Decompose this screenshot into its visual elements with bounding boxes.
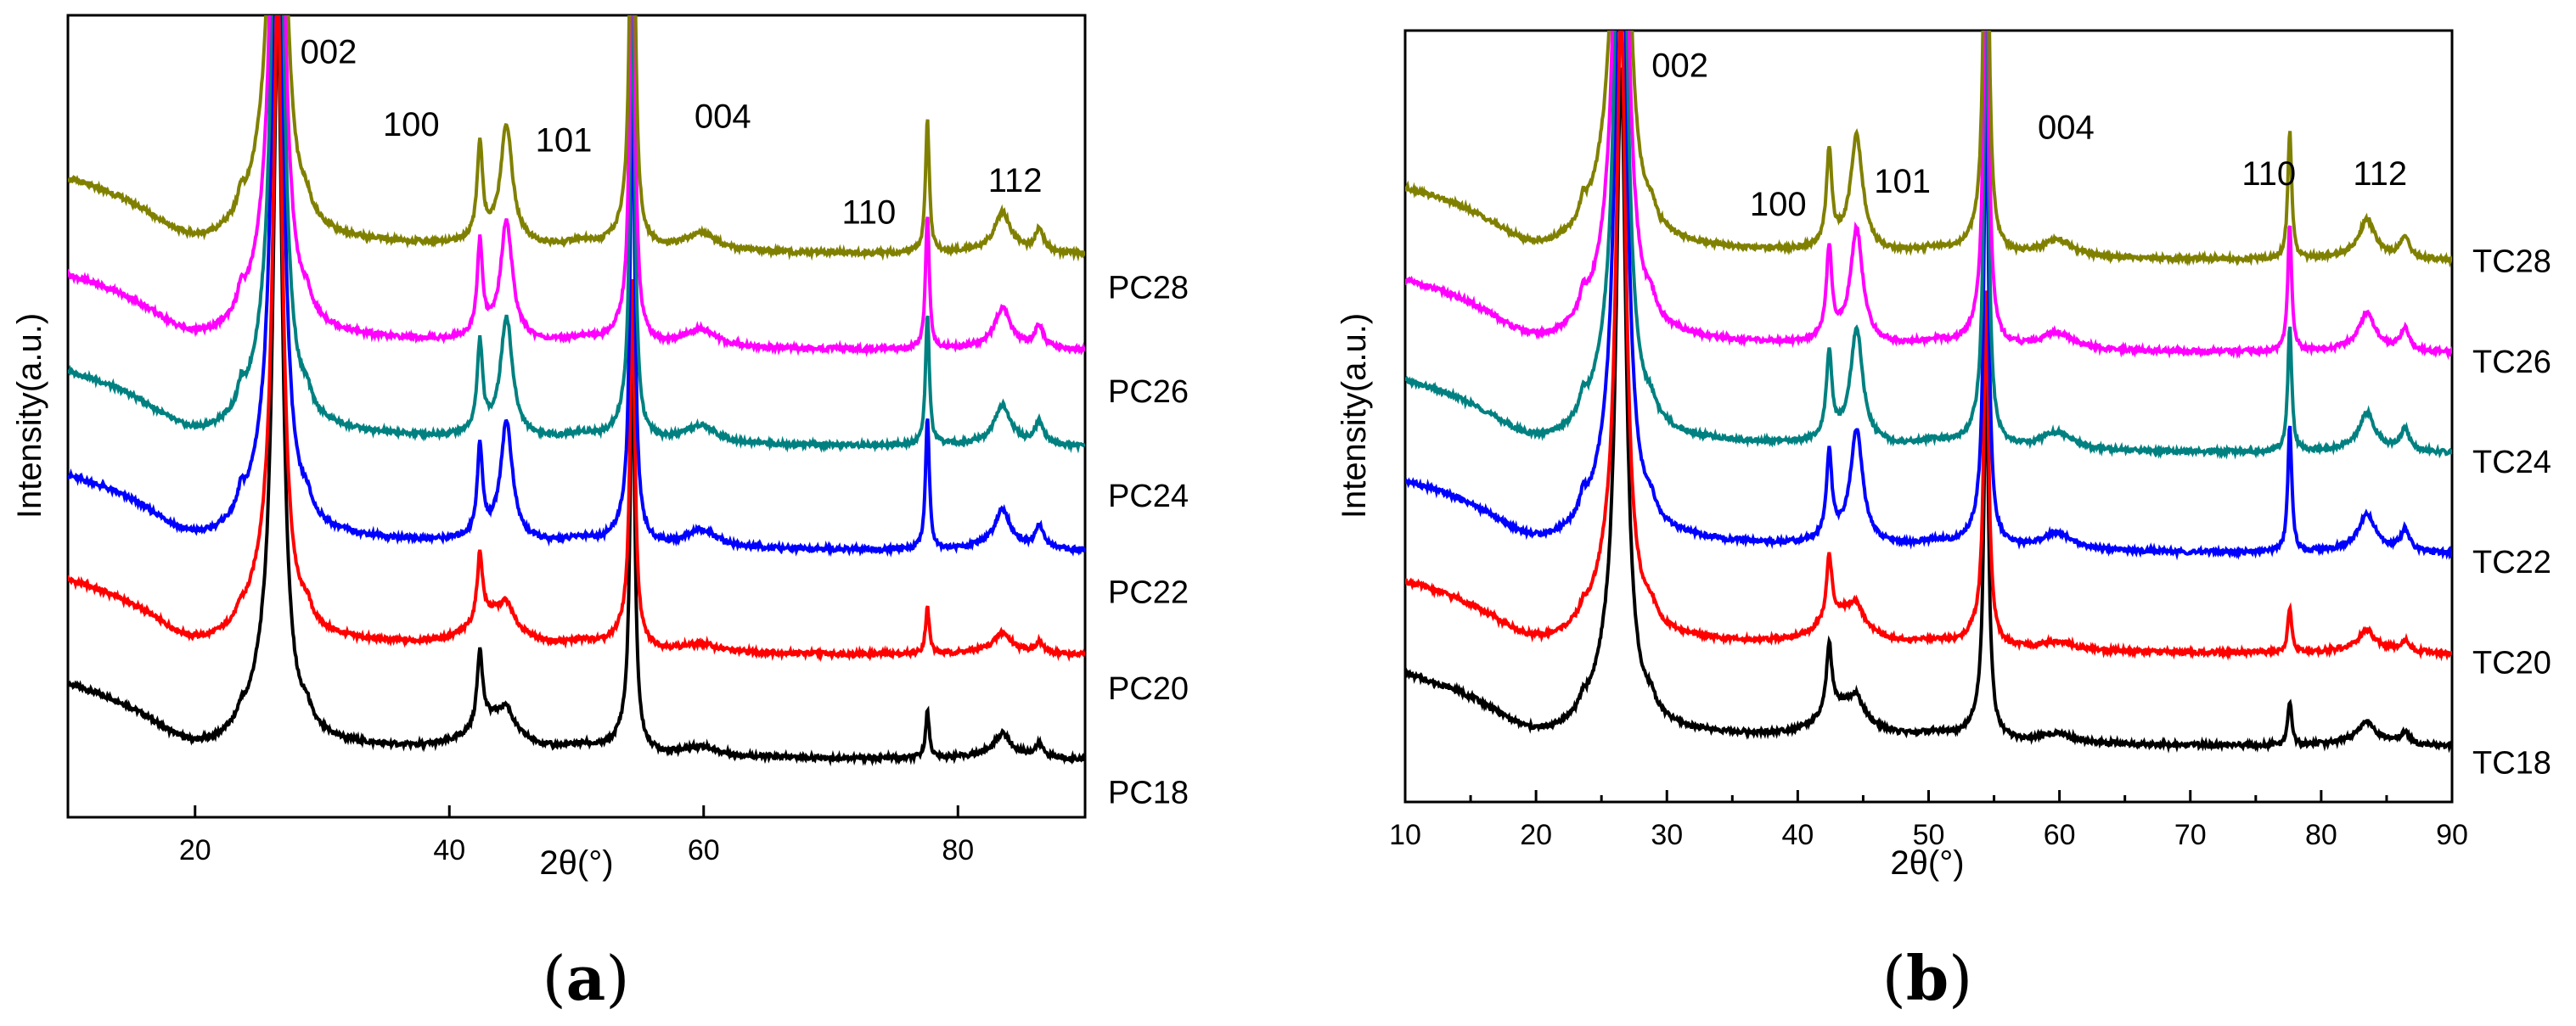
- series-label-pc18: PC18: [1108, 776, 1189, 811]
- peak-label-112: 112: [988, 162, 1043, 199]
- x-ticks-b: 10 20 30 40 50 60 70 80 90: [1389, 790, 2468, 851]
- series-line-tc18: [1405, 67, 2452, 754]
- chart-panel-b: 10 20 30 40 50 60 70 80 90 002 100 101 004 110 112 TC…: [1336, 29, 2551, 1014]
- caption-a-close: ): [605, 943, 629, 1014]
- series-line-tc24: [1405, 31, 2452, 460]
- caption-a: (a): [543, 942, 630, 1014]
- caption-b-open: (: [1882, 943, 1906, 1014]
- x-tick-label-80: 80: [942, 834, 974, 866]
- peak-label-002: 002: [1651, 48, 1708, 85]
- series-label-tc26: TC26: [2472, 345, 2551, 380]
- peak-label-110: 110: [842, 194, 897, 232]
- caption-a-open: (: [543, 943, 566, 1014]
- series-line-tc22: [1405, 31, 2452, 561]
- x-tick-label-20: 20: [1520, 819, 1552, 851]
- series-label-pc26: PC26: [1108, 374, 1189, 410]
- series-label-pc24: PC24: [1108, 479, 1189, 514]
- series-label-tc22: TC22: [2472, 545, 2551, 580]
- peak-label-002: 002: [301, 34, 357, 71]
- series-line-pc28: [68, 15, 1085, 262]
- plot-frame-a: [66, 14, 1087, 819]
- x-tick-label-50: 50: [1913, 819, 1945, 851]
- x-axis-label-b: 2θ(°): [1890, 844, 1964, 882]
- series-group-a: [68, 15, 1085, 767]
- series-line-pc20: [68, 15, 1085, 663]
- series-label-tc18: TC18: [2472, 746, 2551, 782]
- x-tick-label-80: 80: [2305, 819, 2337, 851]
- series-label-tc24: TC24: [2472, 445, 2551, 480]
- series-labels-a: PC18 PC20 PC22 PC24 PC26 PC28: [1108, 270, 1189, 810]
- x-tick-label-70: 70: [2174, 819, 2207, 851]
- chart-panel-a: 20 40 60 80 002 100 101 004 110 112 PC18 PC20 PC22…: [11, 14, 1189, 1014]
- x-tick-label-30: 30: [1651, 819, 1683, 851]
- peak-labels-a: 002 100 101 004 110 112: [301, 34, 1043, 232]
- series-label-pc28: PC28: [1108, 270, 1189, 306]
- x-tick-label-10: 10: [1389, 819, 1421, 851]
- caption-a-letter: a: [566, 942, 606, 1014]
- series-line-tc28: [1405, 31, 2452, 268]
- series-line-tc20: [1405, 31, 2452, 662]
- series-line-tc26: [1405, 31, 2452, 361]
- peak-label-100: 100: [1750, 186, 1807, 223]
- x-tick-label-40: 40: [1781, 819, 1814, 851]
- peak-label-004: 004: [695, 98, 751, 135]
- series-group-b: [1405, 31, 2452, 754]
- peak-label-101: 101: [536, 122, 593, 160]
- peak-labels-b: 002 100 101 004 110 112: [1651, 48, 2407, 224]
- y-axis-label-b: Intensity(a.u.): [1336, 313, 1373, 519]
- series-label-tc20: TC20: [2472, 645, 2551, 681]
- caption-b: (b): [1882, 942, 1973, 1014]
- x-ticks-a: 20 40 60 80: [179, 805, 974, 866]
- peak-label-100: 100: [383, 106, 440, 143]
- caption-b-close: ): [1949, 943, 1972, 1014]
- peak-label-004: 004: [2038, 109, 2095, 146]
- series-label-pc20: PC20: [1108, 671, 1189, 707]
- series-labels-b: TC18 TC20 TC22 TC24 TC26 TC28: [2472, 244, 2551, 782]
- series-label-pc22: PC22: [1108, 575, 1189, 610]
- series-label-tc28: TC28: [2472, 244, 2551, 280]
- x-tick-label-60: 60: [2044, 819, 2076, 851]
- x-tick-label-40: 40: [433, 834, 465, 866]
- x-tick-label-20: 20: [179, 834, 211, 866]
- caption-b-letter: b: [1906, 942, 1949, 1014]
- x-tick-label-90: 90: [2436, 819, 2468, 851]
- x-tick-label-60: 60: [688, 834, 720, 866]
- series-line-pc24: [68, 15, 1085, 454]
- series-line-pc22: [68, 15, 1085, 558]
- peak-label-101: 101: [1874, 163, 1931, 200]
- series-line-pc18: [68, 19, 1085, 767]
- peak-label-110: 110: [2241, 155, 2296, 193]
- peak-label-112: 112: [2353, 155, 2407, 193]
- y-axis-label-a: Intensity(a.u.): [11, 313, 48, 519]
- series-line-pc26: [68, 15, 1085, 357]
- x-axis-label-a: 2θ(°): [539, 844, 613, 882]
